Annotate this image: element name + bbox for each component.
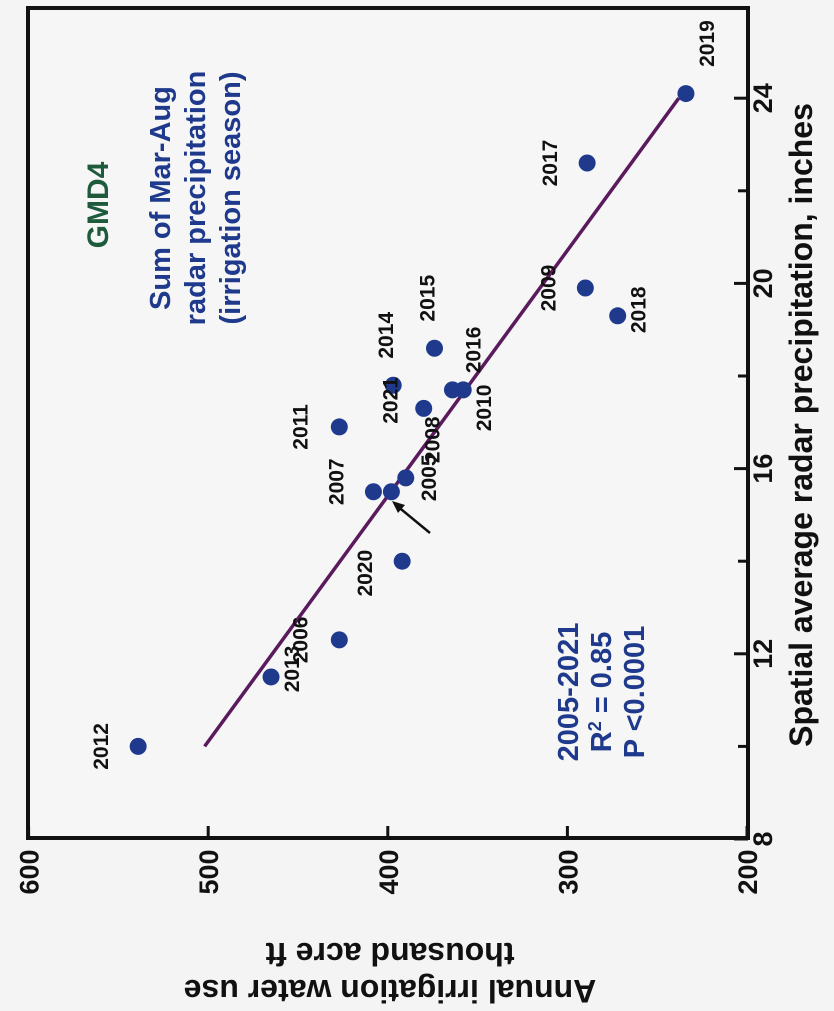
point-year-label: 2018 xyxy=(628,286,651,333)
y-axis-title-line2: thousand acre ft xyxy=(265,936,514,972)
stats-r2-sup: 2 xyxy=(585,721,605,731)
x-tick-label: 12 xyxy=(748,639,778,669)
y-axis-title-line1: Annual irrigation water use xyxy=(184,973,597,1009)
chart-title-line2: radar precipitation xyxy=(180,71,212,326)
data-point xyxy=(129,737,147,755)
stats-p-value: P <0.0001 xyxy=(619,626,651,759)
stats-period: 2005-2021 xyxy=(553,623,585,762)
stats-r2-prefix: R xyxy=(586,731,618,752)
x-tick-label: 24 xyxy=(748,83,778,113)
chart-title-region: GMD4 xyxy=(82,161,115,248)
data-point xyxy=(393,552,411,570)
annotation-arrow-2008 xyxy=(395,504,431,534)
point-year-label: 2005 xyxy=(418,454,441,501)
data-point xyxy=(364,483,382,501)
x-axis-title: Spatial average radar precipitation, inc… xyxy=(783,103,819,747)
y-tick-label: 400 xyxy=(374,849,404,894)
x-tick-label: 20 xyxy=(748,268,778,298)
stats-r2-value: = 0.85 xyxy=(586,632,618,722)
point-year-label: 2008 xyxy=(421,416,444,463)
x-axis-ticks: 8 12 16 20 24 xyxy=(734,83,778,847)
x-tick-label: 16 xyxy=(748,454,778,484)
data-point xyxy=(609,307,627,325)
point-year-label: 2011 xyxy=(289,404,312,450)
chart-title-line1: Sum of Mar-Aug xyxy=(145,86,177,310)
data-point xyxy=(384,376,402,394)
regression-line xyxy=(203,97,681,748)
data-point xyxy=(415,399,433,417)
y-tick-label: 500 xyxy=(194,849,224,894)
data-point xyxy=(677,85,695,103)
y-axis-ticks: 200 300 400 500 600 xyxy=(15,826,763,895)
point-year-label: 2012 xyxy=(90,723,113,770)
point-year-label: 2021 xyxy=(380,377,403,424)
point-year-label: 2015 xyxy=(416,275,439,322)
data-point xyxy=(397,469,415,487)
plot-area xyxy=(26,6,750,840)
data-point xyxy=(262,668,280,686)
point-year-label: 2019 xyxy=(696,20,719,67)
data-point xyxy=(576,279,594,297)
point-year-label: 2016 xyxy=(462,327,485,374)
data-point xyxy=(578,154,596,172)
point-year-label: 2017 xyxy=(539,140,562,187)
point-year-label: 2010 xyxy=(473,385,496,432)
stats-r-squared: R2 = 0.85 xyxy=(585,632,618,752)
data-point xyxy=(330,631,348,649)
point-year-label: 2013 xyxy=(281,646,304,693)
chart-title-line3: (irrigation season) xyxy=(215,72,247,325)
regression-line-group xyxy=(203,97,681,748)
x-tick-label: 8 xyxy=(748,831,778,846)
point-year-label: 2007 xyxy=(325,458,348,505)
data-point xyxy=(330,418,348,436)
data-point xyxy=(443,381,461,399)
point-year-label: 2014 xyxy=(375,312,398,359)
y-tick-label: 300 xyxy=(553,849,583,894)
annotation-arrowhead-2008 xyxy=(392,501,405,513)
data-point xyxy=(425,339,443,357)
data-points xyxy=(129,85,695,755)
y-tick-label: 600 xyxy=(15,849,45,894)
point-year-label: 2020 xyxy=(354,550,377,597)
data-point xyxy=(382,483,400,501)
point-year-label: 2009 xyxy=(537,265,560,312)
point-labels: 2005 2006 2007 2008 2009 2010 2011 2012 2013 2014… xyxy=(90,20,719,770)
point-year-label: 2006 xyxy=(289,617,312,664)
y-tick-label: 200 xyxy=(733,849,763,894)
